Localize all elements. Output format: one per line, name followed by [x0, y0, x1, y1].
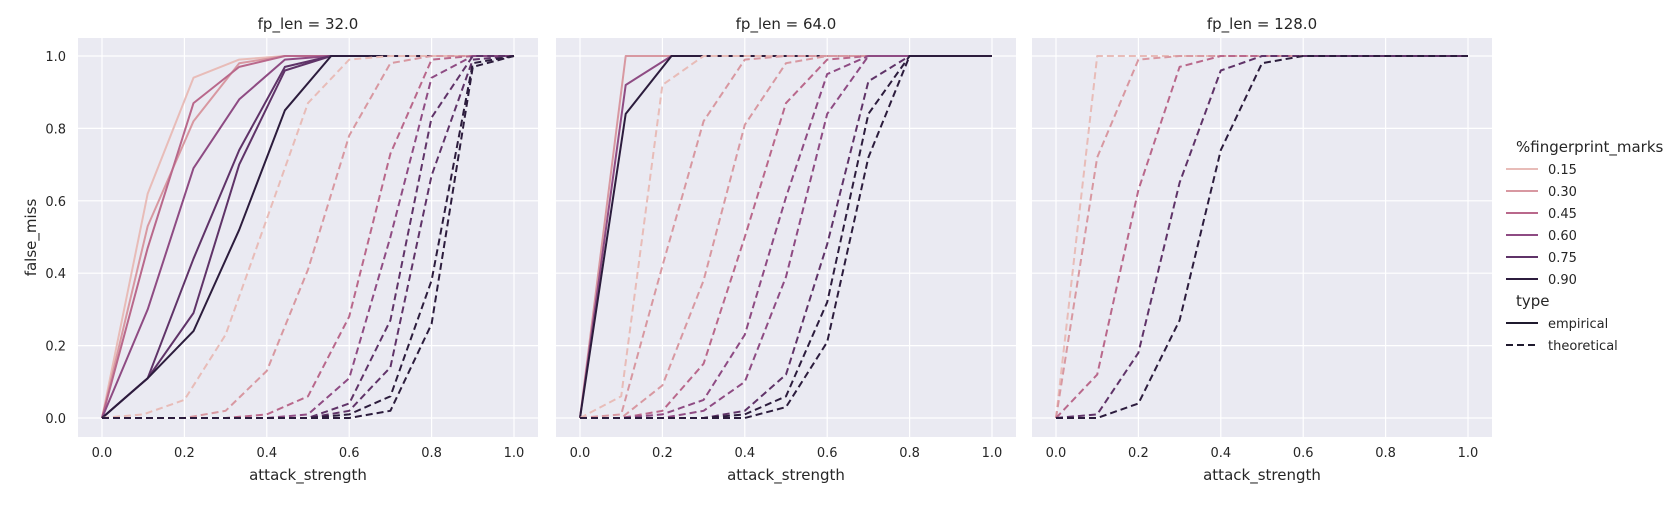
x-tick-label: 0.6 [339, 446, 360, 461]
series-line-theoretical-090-p2-11 [580, 55, 992, 419]
legend-style-title: type [1516, 292, 1550, 310]
y-tick-label: 0.4 [45, 267, 66, 282]
legend-label-045: 0.45 [1548, 207, 1577, 222]
legend-style-label-theoretical: theoretical [1548, 339, 1618, 354]
x-tick-label: 0.6 [1293, 446, 1314, 461]
x-tick-label: 0.0 [1046, 446, 1067, 461]
x-tick-label: 0.8 [899, 446, 920, 461]
y-axis-label: false_miss [22, 199, 41, 277]
x-axis-label: attack_strength [1203, 466, 1321, 485]
x-tick-label: 0.4 [256, 446, 277, 461]
series-line-theoretical-075-p3-3 [1055, 55, 1468, 419]
x-axis-label: attack_strength [249, 466, 367, 485]
legend-hue-title: %fingerprint_marks [1516, 138, 1664, 157]
panel-title-3: fp_len = 128.0 [1207, 15, 1317, 34]
panel-title-2: fp_len = 64.0 [736, 15, 837, 34]
x-tick-label: 1.0 [982, 446, 1003, 461]
x-tick-label: 0.4 [734, 446, 755, 461]
x-tick-label: 0.8 [421, 446, 442, 461]
x-tick-label: 0.2 [1128, 446, 1149, 461]
legend-style-label-empirical: empirical [1548, 317, 1608, 332]
panel-title-1: fp_len = 32.0 [258, 15, 359, 34]
y-tick-label: 1.0 [45, 50, 66, 65]
series-line-theoretical-090-p1-14 [102, 55, 515, 419]
y-tick-label: 0.0 [45, 412, 66, 427]
series-line-theoretical-015-p1-7 [101, 55, 514, 419]
legend-label-090: 0.90 [1548, 273, 1577, 288]
legend-label-030: 0.30 [1548, 185, 1577, 200]
x-tick-label: 1.0 [1458, 446, 1479, 461]
legend-label-075: 0.75 [1548, 251, 1577, 266]
legend-label-060: 0.60 [1548, 229, 1577, 244]
y-tick-label: 0.6 [45, 195, 66, 210]
y-tick-label: 0.2 [45, 340, 66, 355]
x-tick-label: 0.6 [817, 446, 838, 461]
series-line-theoretical-090-p3-4 [1056, 55, 1468, 419]
x-tick-label: 0.4 [1210, 446, 1231, 461]
x-tick-label: 0.0 [92, 446, 113, 461]
x-tick-label: 0.0 [570, 446, 591, 461]
x-tick-label: 1.0 [504, 446, 525, 461]
x-tick-label: 0.2 [174, 446, 195, 461]
panel-background-1 [78, 38, 538, 437]
x-tick-label: 0.2 [652, 446, 673, 461]
panel-background-3 [1032, 38, 1492, 437]
legend-label-015: 0.15 [1548, 163, 1577, 178]
y-tick-label: 0.8 [45, 122, 66, 137]
x-axis-label: attack_strength [727, 466, 845, 485]
x-tick-label: 0.8 [1375, 446, 1396, 461]
series-line-theoretical-030-p2-5 [580, 55, 992, 419]
panel-background-2 [556, 38, 1016, 437]
